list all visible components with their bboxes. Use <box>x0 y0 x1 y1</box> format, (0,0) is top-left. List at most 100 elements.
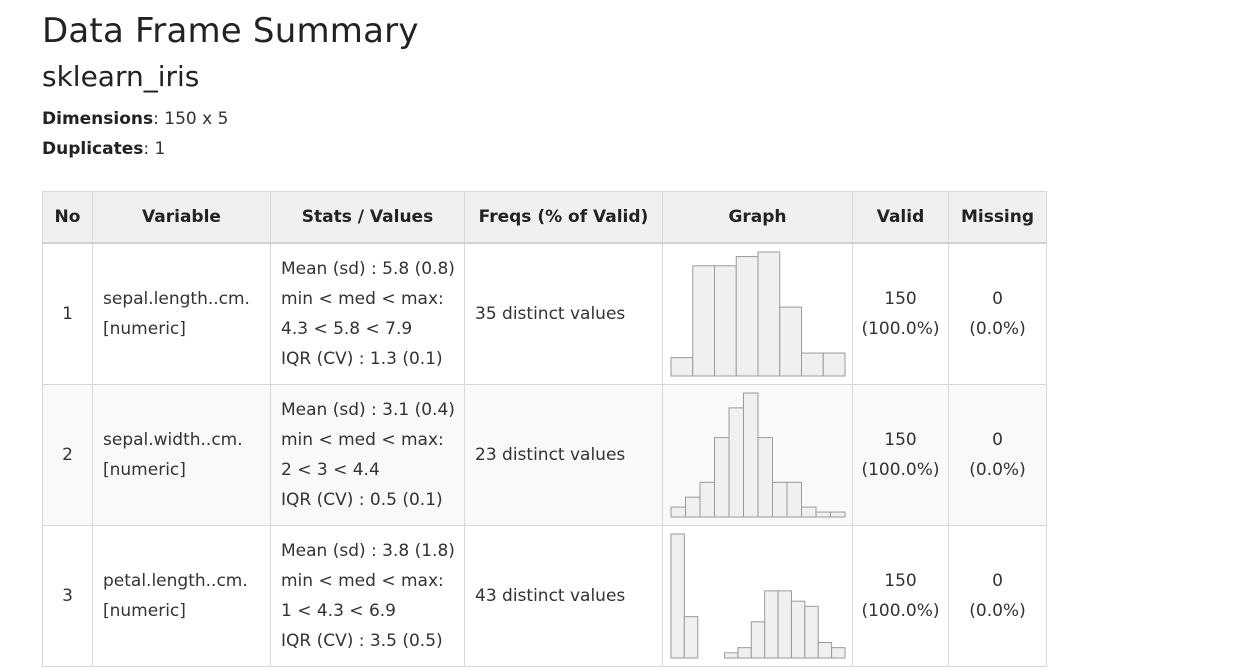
histogram-bar <box>800 506 816 518</box>
histogram-bar <box>778 306 802 377</box>
stats-cell: Mean (sd) : 5.8 (0.8) min < med < max: 4… <box>270 242 465 385</box>
meta-info: Dimensions: 150 x 5 Duplicates: 1 <box>42 104 1244 164</box>
header-variable: Variable <box>92 191 271 244</box>
histogram-bar <box>817 642 832 659</box>
histogram-bar <box>742 392 758 518</box>
histogram-bar <box>670 506 686 518</box>
duplicates-label: Duplicates <box>42 139 144 159</box>
variable-name: sepal.width..cm. <box>103 430 243 450</box>
histogram-bar <box>683 616 698 659</box>
histogram-bar <box>757 437 773 518</box>
histogram-bar <box>763 590 779 659</box>
duplicates-line: Duplicates: 1 <box>42 134 1244 164</box>
stat-mean: Mean (sd) : 5.8 (0.8) <box>281 259 455 279</box>
stat-iqr: IQR (CV) : 0.5 (0.1) <box>281 490 443 510</box>
freqs-cell: 23 distinct values <box>464 384 663 526</box>
histogram <box>670 533 845 659</box>
valid-cell: 150 (100.0%) <box>852 384 949 526</box>
graph-cell <box>662 242 853 385</box>
table-row: 2 sepal.width..cm. [numeric] Mean (sd) :… <box>42 384 1047 526</box>
histogram-bar <box>713 437 729 518</box>
stat-range-label: min < med < max: <box>281 289 444 309</box>
header-freqs: Freqs (% of Valid) <box>464 191 663 244</box>
histogram-bar <box>684 496 700 518</box>
missing-count: 0 <box>992 289 1003 309</box>
variable-type: [numeric] <box>103 460 186 480</box>
histogram-bar <box>800 352 824 377</box>
freqs-cell: 43 distinct values <box>464 525 663 667</box>
stat-iqr: IQR (CV) : 3.5 (0.5) <box>281 631 443 651</box>
missing-count: 0 <box>992 430 1003 450</box>
variable-name: sepal.length..cm. <box>103 289 250 309</box>
stat-mean: Mean (sd) : 3.8 (1.8) <box>281 541 455 561</box>
freqs-cell: 35 distinct values <box>464 242 663 385</box>
histogram-bar <box>829 511 845 518</box>
variable-cell: sepal.width..cm. [numeric] <box>92 384 271 526</box>
dimensions-label: Dimensions <box>42 109 154 129</box>
missing-cell: 0 (0.0%) <box>948 384 1047 526</box>
valid-count: 150 <box>884 289 917 309</box>
header-valid: Valid <box>852 191 949 244</box>
histogram-bar <box>815 511 831 518</box>
stat-iqr: IQR (CV) : 1.3 (0.1) <box>281 349 443 369</box>
header-no: No <box>42 191 93 244</box>
stat-mean: Mean (sd) : 3.1 (0.4) <box>281 400 455 420</box>
stat-range-label: min < med < max: <box>281 430 444 450</box>
stat-range-label: min < med < max: <box>281 571 444 591</box>
graph-cell <box>662 525 853 667</box>
header-graph: Graph <box>662 191 853 244</box>
histogram-bar <box>822 352 845 377</box>
missing-percent: (0.0%) <box>969 601 1026 621</box>
variable-cell: petal.length..cm. [numeric] <box>92 525 271 667</box>
page: Data Frame Summary sklearn_iris Dimensio… <box>0 0 1244 164</box>
valid-count: 150 <box>884 571 917 591</box>
histogram <box>670 251 845 377</box>
missing-cell: 0 (0.0%) <box>948 242 1047 385</box>
histogram-bar <box>757 251 780 377</box>
valid-cell: 150 (100.0%) <box>852 242 949 385</box>
histogram-bar <box>670 357 693 377</box>
row-number: 2 <box>42 384 93 526</box>
table-row: 1 sepal.length..cm. [numeric] Mean (sd) … <box>42 242 1047 385</box>
histogram-bar <box>750 621 765 659</box>
graph-cell <box>662 384 853 526</box>
histogram-bar <box>777 590 792 659</box>
valid-percent: (100.0%) <box>861 601 940 621</box>
histogram-bar <box>728 407 744 518</box>
histogram-bar <box>803 605 819 659</box>
histogram-bar <box>670 533 685 659</box>
histogram-bar <box>830 647 845 659</box>
histogram-bar <box>699 481 715 518</box>
valid-cell: 150 (100.0%) <box>852 525 949 667</box>
page-title: Data Frame Summary <box>42 11 419 51</box>
histogram-bar <box>723 652 738 659</box>
dataset-name: sklearn_iris <box>42 60 200 93</box>
header-stats: Stats / Values <box>270 191 465 244</box>
missing-percent: (0.0%) <box>969 319 1026 339</box>
missing-count: 0 <box>992 571 1003 591</box>
stats-cell: Mean (sd) : 3.1 (0.4) min < med < max: 2… <box>270 384 465 526</box>
variable-cell: sepal.length..cm. [numeric] <box>92 242 271 385</box>
row-number: 3 <box>42 525 93 667</box>
stat-range: 1 < 4.3 < 6.9 <box>281 601 396 621</box>
missing-percent: (0.0%) <box>969 460 1026 480</box>
histogram-bar <box>771 481 787 518</box>
histogram <box>670 392 845 518</box>
stat-range: 4.3 < 5.8 < 7.9 <box>281 319 413 339</box>
missing-cell: 0 (0.0%) <box>948 525 1047 667</box>
header-missing: Missing <box>948 191 1047 244</box>
duplicates-value: : 1 <box>143 139 166 159</box>
variable-type: [numeric] <box>103 319 186 339</box>
histogram-bar <box>735 256 758 377</box>
histogram-bar <box>691 265 715 377</box>
histogram-bar <box>713 265 737 377</box>
row-number: 1 <box>42 242 93 385</box>
valid-percent: (100.0%) <box>861 319 940 339</box>
histogram-bar <box>790 600 805 659</box>
valid-count: 150 <box>884 430 917 450</box>
variable-type: [numeric] <box>103 601 186 621</box>
histogram-bar <box>736 647 752 659</box>
stat-range: 2 < 3 < 4.4 <box>281 460 380 480</box>
valid-percent: (100.0%) <box>861 460 940 480</box>
table-row: 3 petal.length..cm. [numeric] Mean (sd) … <box>42 525 1047 667</box>
